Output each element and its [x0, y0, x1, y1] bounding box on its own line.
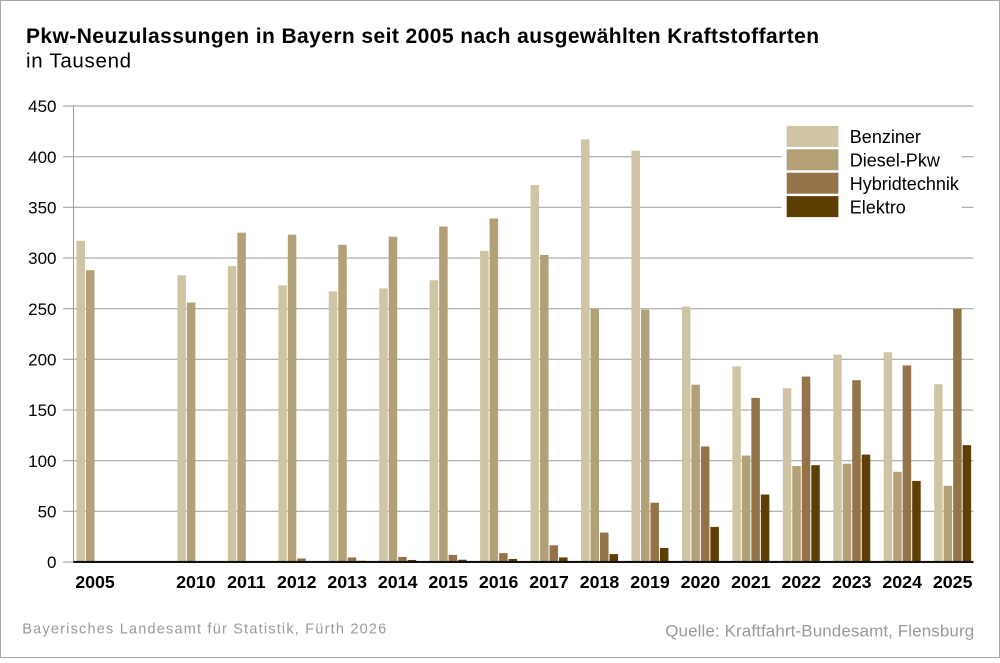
svg-text:2012: 2012 — [277, 572, 317, 592]
svg-text:2022: 2022 — [782, 572, 822, 592]
svg-text:2014: 2014 — [378, 572, 418, 592]
svg-text:2024: 2024 — [882, 572, 922, 592]
svg-text:2013: 2013 — [327, 572, 367, 592]
svg-text:Bayerisches Landesamt für Stat: Bayerisches Landesamt für Statistik, Für… — [22, 621, 387, 637]
svg-text:150: 150 — [28, 401, 56, 420]
svg-text:2005: 2005 — [75, 572, 115, 592]
svg-text:2015: 2015 — [428, 572, 468, 592]
svg-text:2023: 2023 — [832, 572, 872, 592]
svg-text:300: 300 — [28, 249, 56, 268]
svg-text:Hybridtechnik: Hybridtechnik — [850, 174, 960, 194]
svg-text:Quelle: Kraftfahrt-Bundesamt,: Quelle: Kraftfahrt-Bundesamt, Flensburg — [665, 621, 974, 640]
svg-text:2019: 2019 — [630, 572, 670, 592]
svg-text:450: 450 — [28, 97, 56, 116]
svg-text:400: 400 — [28, 148, 56, 167]
svg-text:2017: 2017 — [529, 572, 569, 592]
svg-text:2010: 2010 — [176, 572, 216, 592]
svg-text:250: 250 — [28, 300, 56, 319]
svg-text:350: 350 — [28, 198, 56, 217]
svg-text:0: 0 — [47, 553, 56, 572]
svg-text:2011: 2011 — [227, 572, 266, 592]
svg-text:2021: 2021 — [731, 572, 771, 592]
svg-text:2018: 2018 — [580, 572, 620, 592]
svg-text:Pkw-Neuzulassungen in Bayern s: Pkw-Neuzulassungen in Bayern seit 2005 n… — [26, 25, 819, 48]
svg-text:2016: 2016 — [479, 572, 519, 592]
svg-text:2025: 2025 — [933, 572, 973, 592]
svg-text:2020: 2020 — [681, 572, 721, 592]
svg-text:Elektro: Elektro — [850, 197, 906, 217]
svg-text:Benziner: Benziner — [850, 127, 921, 147]
svg-text:50: 50 — [38, 502, 57, 521]
svg-text:Diesel-Pkw: Diesel-Pkw — [850, 151, 941, 171]
svg-text:200: 200 — [28, 350, 56, 369]
svg-text:in Tausend: in Tausend — [26, 50, 132, 73]
svg-text:100: 100 — [28, 452, 56, 471]
